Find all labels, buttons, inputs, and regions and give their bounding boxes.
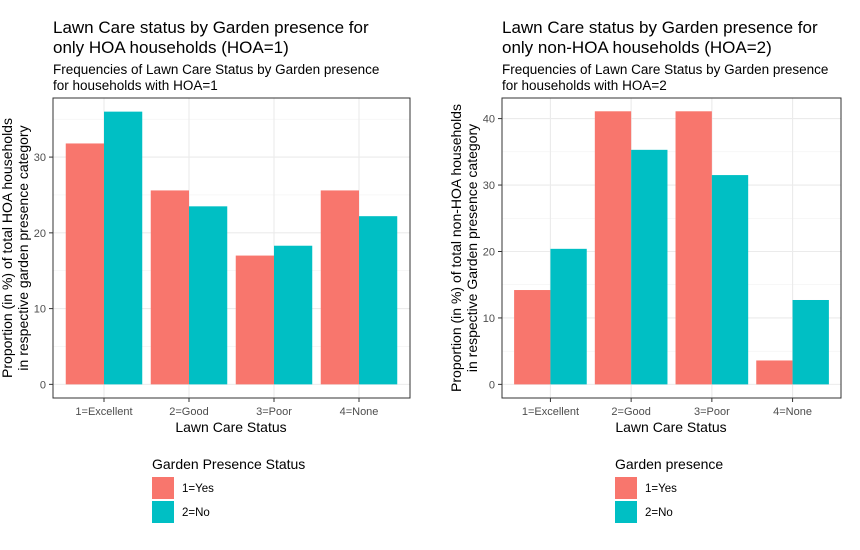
bar-3=Poor-1=Yes	[235, 255, 274, 385]
bar-2=Good-2=No	[631, 149, 668, 385]
chart-title-line1: Lawn Care status by Garden presence for	[53, 18, 369, 37]
legend-swatch-2=No	[615, 501, 637, 523]
chart-panel-hoa: Lawn Care status by Garden presence for …	[0, 18, 379, 472]
legend-label: 1=Yes	[645, 483, 677, 495]
plot-border	[501, 97, 842, 399]
bar-3=Poor-2=No	[274, 245, 313, 385]
x-axis-label: Lawn Care Status	[615, 419, 726, 435]
x-tick-label: 2=Good	[169, 406, 208, 418]
legend-swatch-2=No	[152, 501, 174, 523]
legend-title: Garden Presence Status	[152, 456, 305, 472]
bar-1=Excellent-2=No	[104, 111, 143, 385]
x-tick-label: 2=Good	[611, 406, 650, 418]
y-tick-label: 10	[34, 304, 46, 316]
x-tick-label: 1=Excellent	[75, 406, 132, 418]
bar-4=None-1=Yes	[320, 190, 359, 385]
chart-plot-2: 0 10 20 30 40 1=Excellent 2=Good 3=Poor 4=None 1=…	[483, 97, 842, 523]
x-tick-label: 4=None	[340, 406, 379, 418]
bar-4=None-1=Yes	[756, 360, 793, 385]
x-tick-label: 3=Poor	[256, 406, 292, 418]
bar-4=None-2=No	[792, 299, 829, 385]
y-axis-label-line1: Proportion (in %) of total non-HOA house…	[448, 104, 464, 392]
x-axis-label: Lawn Care Status	[175, 419, 286, 435]
chart-title-line2: only non-HOA households (HOA=2)	[502, 38, 772, 57]
y-axis-label-line2: in respective garden presence category	[15, 125, 31, 370]
x-tick-label: 1=Excellent	[522, 406, 579, 418]
chart-title-line2: only HOA households (HOA=1)	[53, 38, 289, 57]
chart-subtitle-line1: Frequencies of Lawn Care Status by Garde…	[53, 62, 379, 77]
bar-1=Excellent-1=Yes	[514, 290, 551, 385]
legend-label: 1=Yes	[182, 483, 214, 495]
y-tick-label: 20	[34, 228, 46, 240]
bar-2=Good-1=Yes	[594, 111, 632, 385]
legend-title: Garden presence	[615, 456, 723, 472]
bar-1=Excellent-2=No	[550, 248, 587, 385]
chart-subtitle-line2: for households with HOA=1	[53, 78, 218, 93]
legend-label: 2=No	[645, 507, 673, 519]
y-tick-label: 20	[483, 246, 495, 258]
y-tick-label: 30	[34, 152, 46, 164]
legend-swatch-1=Yes	[152, 477, 174, 499]
bar-2=Good-1=Yes	[150, 190, 189, 385]
chart-subtitle-line2: for households with HOA=2	[502, 78, 667, 93]
legend-swatch-1=Yes	[615, 477, 637, 499]
y-axis-label-line2: in respective Garden presence category	[464, 124, 480, 372]
bar-1=Excellent-1=Yes	[65, 143, 104, 385]
y-tick-label: 30	[483, 180, 495, 192]
x-tick-label: 4=None	[773, 406, 812, 418]
chart-title-line1: Lawn Care status by Garden presence for	[502, 18, 818, 37]
bar-2=Good-2=No	[189, 206, 228, 385]
x-tick-label: 3=Poor	[694, 406, 730, 418]
y-tick-label: 40	[483, 114, 495, 126]
legend-label: 2=No	[182, 507, 210, 519]
chart-marks: 0 10 20 30 1=Excellent 2=Good 3=Poor 4=None 1=Ye…	[34, 97, 842, 523]
bar-3=Poor-2=No	[711, 175, 749, 385]
y-tick-label: 10	[483, 313, 495, 325]
chart-plot-1: 0 10 20 30 1=Excellent 2=Good 3=Poor 4=None 1=Ye…	[34, 97, 411, 523]
y-axis-label-line1: Proportion (in %) of total HOA household…	[0, 118, 15, 378]
y-tick-label: 0	[40, 379, 46, 391]
y-tick-label: 0	[489, 379, 495, 391]
plot-border	[52, 97, 411, 399]
chart-panel-non-hoa: Lawn Care status by Garden presence for …	[448, 18, 828, 472]
bar-3=Poor-1=Yes	[675, 111, 712, 385]
chart-subtitle-line1: Frequencies of Lawn Care Status by Garde…	[502, 62, 828, 77]
bar-4=None-2=No	[359, 216, 398, 385]
